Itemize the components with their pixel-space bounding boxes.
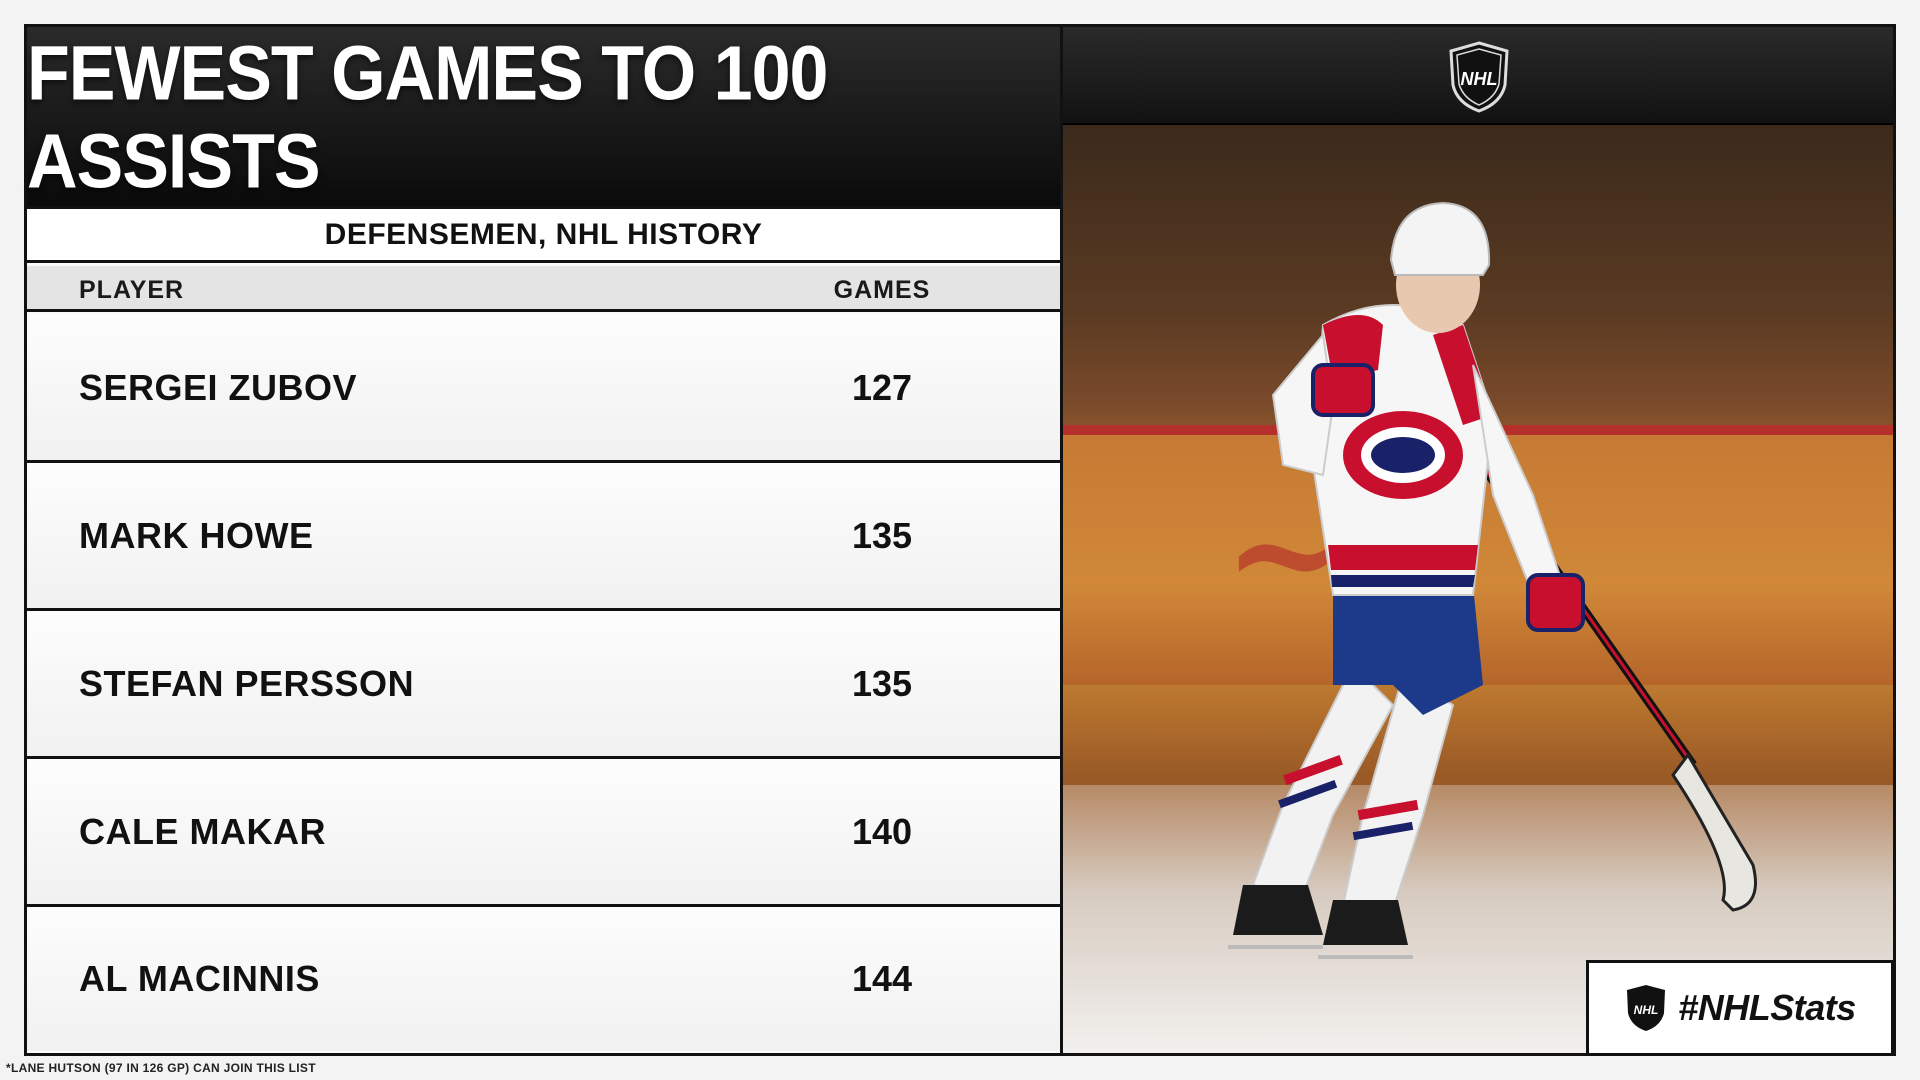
games-value: 135 xyxy=(851,662,913,704)
table-row: CALE MAKAR 140 xyxy=(27,759,1060,907)
nhl-shield-icon: NHL xyxy=(1449,41,1509,113)
table-row: MARK HOWE 135 xyxy=(27,463,1060,611)
column-header-player: PLAYER xyxy=(79,276,185,304)
footnote: *LANE HUTSON (97 IN 126 GP) CAN JOIN THI… xyxy=(6,1061,316,1075)
player-name: STEFAN PERSSON xyxy=(79,662,415,704)
page-title: FEWEST GAMES TO 100 ASSISTS xyxy=(27,29,828,204)
subtitle: DEFENSEMEN, NHL HISTORY xyxy=(324,217,763,251)
games-value: 135 xyxy=(851,514,913,556)
photo-panel: NHL ~ xyxy=(1063,27,1893,1053)
player-name: MARK HOWE xyxy=(79,514,314,556)
games-value: 127 xyxy=(851,366,913,408)
logo-bar: NHL xyxy=(1063,27,1893,125)
hashtag-text: #NHLStats xyxy=(1678,987,1856,1028)
player-photo: ~ xyxy=(1063,125,1893,1053)
table-header: PLAYER GAMES xyxy=(27,266,1060,312)
table-row: STEFAN PERSSON 135 xyxy=(27,611,1060,759)
subtitle-bar: DEFENSEMEN, NHL HISTORY xyxy=(27,209,1060,263)
stats-table-panel: FEWEST GAMES TO 100 ASSISTS DEFENSEMEN, … xyxy=(27,27,1063,1053)
player-name: AL MACINNIS xyxy=(79,958,320,999)
hashtag-badge: NHL #NHLStats xyxy=(1586,960,1894,1056)
nhl-logo-text: NHL xyxy=(1461,69,1498,89)
player-name: SERGEI ZUBOV xyxy=(79,366,358,408)
table-row: SERGEI ZUBOV 127 xyxy=(27,315,1060,463)
hockey-player-illustration xyxy=(1228,201,1757,959)
nhl-shield-icon: NHL xyxy=(1627,985,1666,1031)
column-header-games: GAMES xyxy=(833,276,931,304)
table-row: AL MACINNIS 144 xyxy=(27,907,1060,1051)
table-body: SERGEI ZUBOV 127 MARK HOWE 135 STEFAN PE… xyxy=(27,315,1060,1051)
games-value: 140 xyxy=(851,810,913,852)
graphic-frame: FEWEST GAMES TO 100 ASSISTS DEFENSEMEN, … xyxy=(24,24,1896,1056)
nhl-logo-text: NHL xyxy=(1634,1003,1659,1017)
title-bar: FEWEST GAMES TO 100 ASSISTS xyxy=(27,27,1060,209)
player-name: CALE MAKAR xyxy=(79,810,326,852)
games-value: 144 xyxy=(851,958,913,999)
